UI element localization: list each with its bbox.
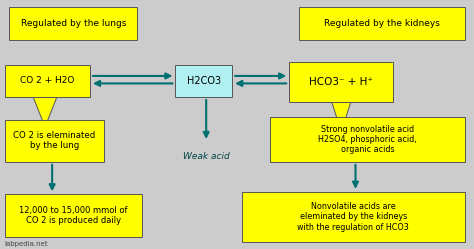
FancyBboxPatch shape	[5, 194, 142, 237]
Text: Strong nonvolatile acid
H2SO4, phosphoric acid,
organic acids: Strong nonvolatile acid H2SO4, phosphori…	[318, 124, 417, 154]
FancyBboxPatch shape	[175, 65, 232, 97]
Text: Weak acid: Weak acid	[183, 152, 229, 161]
Text: CO 2 is eleminated
by the lung: CO 2 is eleminated by the lung	[13, 131, 96, 150]
FancyBboxPatch shape	[9, 7, 137, 40]
Text: CO 2 + H2O: CO 2 + H2O	[20, 76, 74, 85]
FancyBboxPatch shape	[270, 117, 465, 162]
FancyBboxPatch shape	[299, 7, 465, 40]
Text: Nonvolatile acids are
eleminated by the kidneys
with the regulation of HCO3: Nonvolatile acids are eleminated by the …	[297, 202, 409, 232]
Text: Regulated by the lungs: Regulated by the lungs	[21, 19, 126, 28]
Text: 12,000 to 15,000 mmol of
CO 2 is produced daily: 12,000 to 15,000 mmol of CO 2 is produce…	[19, 206, 128, 225]
FancyBboxPatch shape	[5, 65, 90, 97]
Text: labpedia.net: labpedia.net	[5, 241, 48, 247]
FancyBboxPatch shape	[289, 62, 393, 102]
FancyBboxPatch shape	[242, 192, 465, 242]
FancyBboxPatch shape	[5, 120, 104, 162]
Text: Regulated by the kidneys: Regulated by the kidneys	[324, 19, 439, 28]
Polygon shape	[33, 97, 57, 127]
Text: H2CO3: H2CO3	[187, 76, 221, 86]
Polygon shape	[332, 102, 351, 132]
Text: HCO3⁻ + H⁺: HCO3⁻ + H⁺	[310, 77, 373, 87]
